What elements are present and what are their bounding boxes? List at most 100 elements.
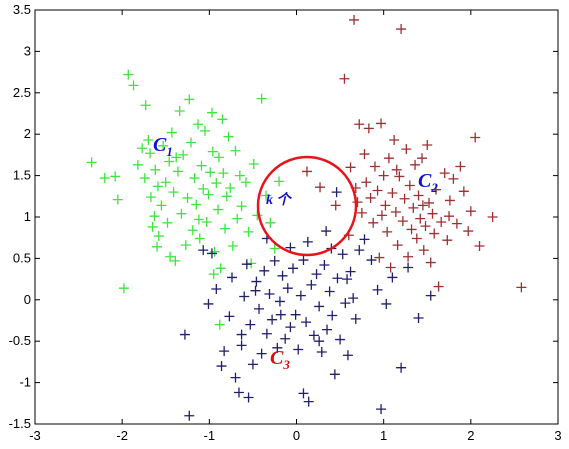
data-point-series-2 <box>397 216 408 227</box>
data-point-series-1 <box>132 159 143 170</box>
c2-letter: C <box>418 170 432 192</box>
data-point-series-1 <box>162 217 173 228</box>
c1-subscript: 1 <box>166 144 173 159</box>
data-point-series-1 <box>164 156 175 167</box>
data-point-series-3 <box>245 319 256 330</box>
data-point-series-3 <box>251 276 262 287</box>
data-point-series-2 <box>376 210 387 221</box>
data-point-series-1 <box>187 225 198 236</box>
data-point-series-3 <box>282 283 293 294</box>
data-point-series-1 <box>215 263 226 274</box>
data-point-series-1 <box>256 93 267 104</box>
data-point-series-2 <box>352 197 363 208</box>
data-point-series-2 <box>420 221 431 232</box>
data-point-series-2 <box>356 207 367 218</box>
data-point-series-1 <box>147 221 158 232</box>
data-point-series-2 <box>415 213 426 224</box>
data-point-series-1 <box>149 211 160 222</box>
data-point-series-1 <box>174 106 185 117</box>
data-point-series-3 <box>275 309 286 320</box>
data-point-series-1 <box>265 217 276 228</box>
data-point-series-3 <box>311 269 322 280</box>
data-point-series-1 <box>196 160 207 171</box>
data-point-series-3 <box>198 245 209 256</box>
data-point-series-3 <box>306 279 317 290</box>
data-point-series-1 <box>207 146 218 157</box>
data-point-series-3 <box>372 284 383 295</box>
data-point-series-3 <box>376 404 387 415</box>
data-point-series-1 <box>223 131 234 142</box>
data-point-series-1 <box>158 140 169 151</box>
data-point-series-2 <box>411 233 422 244</box>
data-point-series-2 <box>387 187 398 198</box>
data-point-series-3 <box>206 248 217 259</box>
y-axis-ticks: -1.5 -1 -0.5 0 0.5 1 1.5 2 2.5 3 3.5 <box>9 2 558 431</box>
data-point-series-3 <box>224 311 235 322</box>
data-point-series-1 <box>150 164 161 175</box>
data-point-series-3 <box>277 270 288 281</box>
data-point-series-1 <box>168 187 179 198</box>
data-point-series-2 <box>396 24 407 35</box>
y-tick-label: 1.5 <box>13 168 31 183</box>
data-point-series-1 <box>260 190 271 201</box>
data-point-series-1 <box>198 183 209 194</box>
data-point-series-3 <box>316 346 327 357</box>
y-tick-label: 2.5 <box>13 85 31 100</box>
data-point-series-2 <box>315 182 326 193</box>
data-point-series-3 <box>342 274 353 285</box>
data-point-series-2 <box>436 216 447 227</box>
data-point-series-2 <box>516 282 527 293</box>
data-point-series-3 <box>319 260 330 271</box>
data-point-series-3 <box>295 290 306 301</box>
data-point-series-3 <box>230 372 241 383</box>
c3-letter: C <box>270 347 284 369</box>
data-point-series-2 <box>408 202 419 213</box>
data-point-series-3 <box>303 396 314 407</box>
neighborhood-circle <box>256 155 358 257</box>
data-point-series-2 <box>376 118 387 129</box>
data-point-series-2 <box>417 200 428 211</box>
data-point-series-3 <box>321 226 332 237</box>
data-point-series-3 <box>337 249 348 260</box>
data-point-series-3 <box>261 328 272 339</box>
data-point-series-2 <box>410 159 421 170</box>
c2-subscript: 2 <box>430 180 438 195</box>
x-tick-label: -2 <box>116 428 128 443</box>
data-point-series-1 <box>110 171 121 182</box>
x-tick-label: 0 <box>293 428 300 443</box>
data-point-series-1 <box>217 114 228 125</box>
data-point-series-1 <box>205 167 216 178</box>
data-point-series-2 <box>385 262 396 273</box>
data-point-series-3 <box>302 236 313 247</box>
data-point-series-3 <box>298 388 309 399</box>
data-point-series-2 <box>429 228 440 239</box>
data-point-series-3 <box>179 329 190 340</box>
data-point-series-3 <box>236 329 247 340</box>
data-point-series-3 <box>403 262 414 273</box>
data-point-series-3 <box>331 187 342 198</box>
data-point-series-1 <box>232 213 243 224</box>
data-point-series-3 <box>226 272 237 283</box>
data-point-series-1 <box>193 119 204 130</box>
data-point-series-3 <box>413 313 424 324</box>
data-point-series-2 <box>383 153 394 164</box>
data-point-series-2 <box>392 240 403 251</box>
data-point-series-3 <box>211 284 222 295</box>
c3-subscript: 3 <box>282 357 290 372</box>
data-point-series-3 <box>256 348 267 359</box>
data-point-series-2 <box>487 212 498 222</box>
data-point-series-2 <box>382 226 393 237</box>
data-point-series-3 <box>314 336 325 347</box>
y-tick-label: 2 <box>24 126 31 141</box>
data-point-series-3 <box>350 313 361 324</box>
data-point-series-3 <box>247 359 258 370</box>
data-point-series-3 <box>298 255 309 266</box>
data-point-series-2 <box>399 193 410 204</box>
data-point-series-3 <box>322 324 333 335</box>
data-point-series-3 <box>342 350 353 361</box>
data-point-series-1 <box>227 240 238 251</box>
data-point-series-3 <box>387 272 398 283</box>
data-point-series-3 <box>324 286 335 297</box>
data-point-series-3 <box>236 340 247 351</box>
